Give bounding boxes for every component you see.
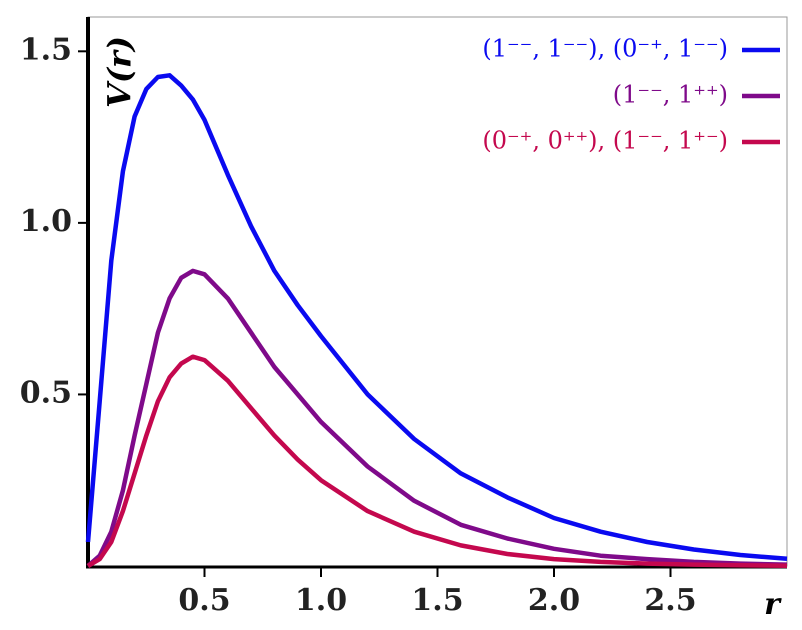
x-axis-label: r — [764, 587, 782, 622]
y-tick-label: 0.5 — [20, 375, 72, 410]
y-tick-label: 1.0 — [20, 204, 72, 239]
x-tick-label: 2.5 — [644, 583, 696, 618]
y-tick-label: 1.5 — [20, 32, 72, 67]
line-series — [85, 73, 788, 562]
legend-label: (1⁻⁻, 1⁺⁺) — [613, 81, 728, 109]
x-tick-label: 0.5 — [178, 583, 230, 618]
x-tick-label: 1.5 — [411, 583, 463, 618]
y-axis-label: V(r) — [101, 36, 139, 108]
x-tick-label: 1.0 — [295, 583, 347, 618]
line-series — [86, 354, 788, 568]
legend-label: (0⁻⁺, 0⁺⁺), (1⁻⁻, 1⁺⁻) — [482, 127, 728, 155]
x-tick-label: 2.0 — [528, 583, 580, 618]
legend-label: (1⁻⁻, 1⁻⁻), (0⁻⁺, 1⁻⁻) — [482, 35, 728, 63]
line-series — [86, 268, 788, 568]
